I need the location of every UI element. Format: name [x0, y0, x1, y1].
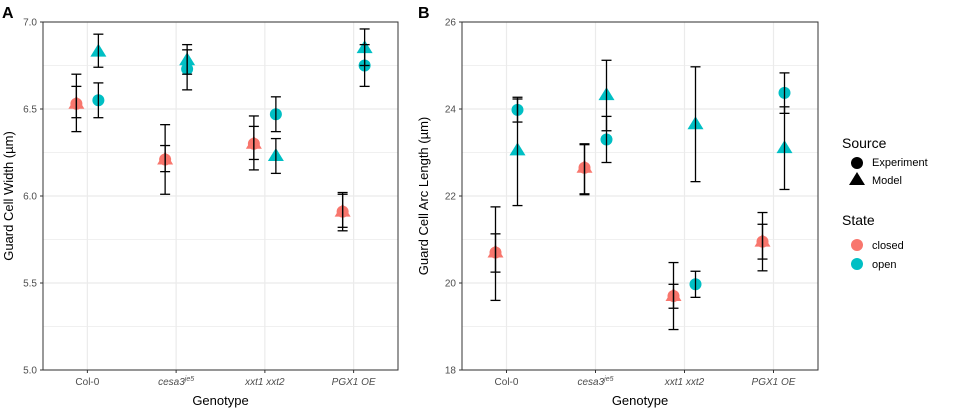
- x-tick-label: PGX1 OE: [332, 377, 376, 388]
- legend-closed-swatch: [851, 239, 863, 251]
- y-tick-label: 22: [445, 192, 457, 203]
- legend-state-open: open: [872, 259, 896, 271]
- panel-label: A: [2, 5, 14, 22]
- y-tick-label: 7.0: [23, 18, 37, 29]
- panel-label: B: [418, 5, 430, 22]
- y-tick-label: 6.0: [23, 192, 37, 203]
- y-tick-label: 6.5: [23, 105, 37, 116]
- x-tick-label: cesa3je5: [577, 376, 613, 388]
- panel-border: [461, 21, 819, 371]
- panel-b: B 18 20 22 24 26 Col-0 cesa3je5 xxt1 xxt2 PGX1 OE…: [416, 5, 819, 408]
- legend-source-title: Source: [842, 135, 887, 151]
- x-tick-label: cesa3je5: [158, 376, 194, 388]
- y-tick-label: 26: [445, 18, 457, 29]
- legend-circle-icon: [851, 157, 863, 169]
- legend-state-title: State: [842, 212, 875, 228]
- y-tick-label: 18: [445, 366, 457, 377]
- x-tick-label: xxt1 xxt2: [664, 377, 705, 388]
- y-tick-label: 24: [445, 105, 457, 116]
- legend-source-experiment: Experiment: [872, 157, 928, 169]
- y-tick-label: 20: [445, 279, 457, 290]
- legend-source-model: Model: [872, 175, 902, 187]
- y-tick-label: 5.5: [23, 279, 37, 290]
- x-tick-label: xxt1 xxt2: [244, 377, 285, 388]
- legend-triangle-icon: [849, 172, 865, 185]
- x-tick-label: Col-0: [495, 377, 519, 388]
- x-tick-label: PGX1 OE: [752, 377, 796, 388]
- x-axis-title: Genotype: [192, 393, 248, 408]
- panel-border: [42, 21, 399, 371]
- y-axis-title: Guard Cell Arc Length (µm): [416, 117, 431, 276]
- y-axis-title: Guard Cell Width (µm): [1, 131, 16, 261]
- legend: Source Experiment Model State closed ope…: [842, 135, 928, 271]
- x-axis-title: Genotype: [612, 393, 668, 408]
- panel-a: A 5.0 5.5 6.0 6.5 7.0 Col-0 cesa3je5 xxt1 xxt2 PG…: [1, 5, 399, 408]
- x-tick-label: Col-0: [75, 377, 99, 388]
- y-tick-label: 5.0: [23, 366, 37, 377]
- legend-open-swatch: [851, 258, 863, 270]
- legend-state-closed: closed: [872, 240, 904, 252]
